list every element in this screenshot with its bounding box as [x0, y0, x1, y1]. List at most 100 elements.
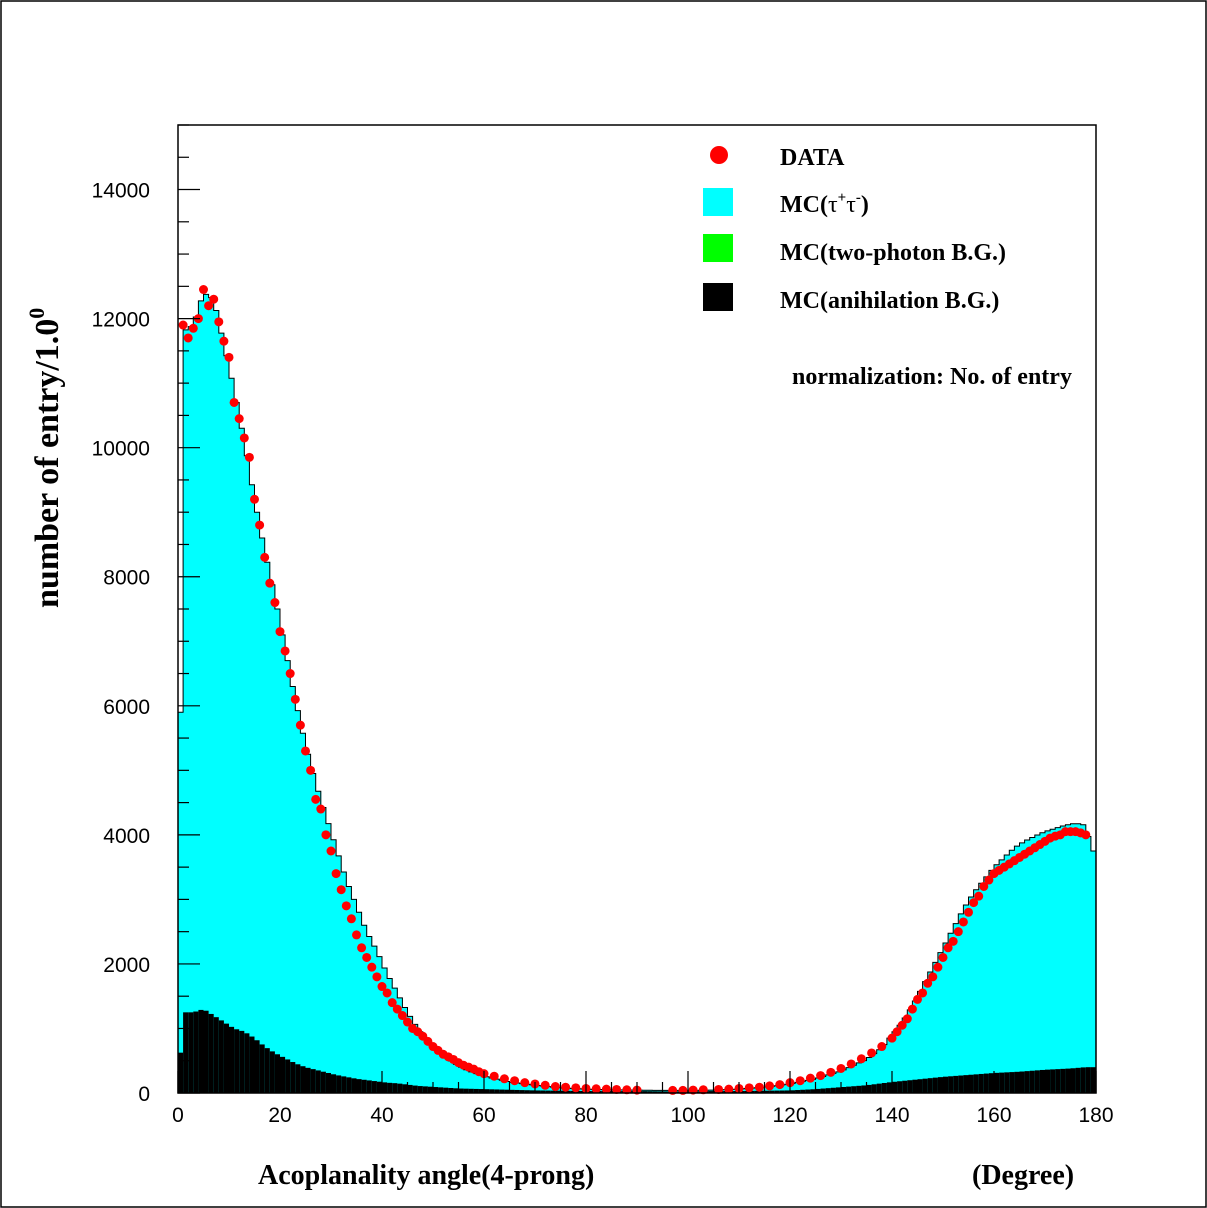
- mc-tautau-bar: [948, 933, 954, 1093]
- mc-annihilation-bar: [978, 1073, 985, 1093]
- mc-tautau-bar: [937, 952, 944, 1093]
- mc-annihilation-bar: [754, 1090, 760, 1093]
- legend-annihilation-label: MC(anihilation B.G.): [780, 288, 999, 314]
- mc-tautau-bar: [529, 1084, 536, 1093]
- mc-tautau-bar: [1065, 824, 1071, 1093]
- data-point: [892, 1027, 902, 1037]
- mc-annihilation-bar: [800, 1089, 806, 1093]
- mc-annihilation-bar: [912, 1079, 918, 1093]
- mc-annihilation-bar: [565, 1090, 572, 1093]
- mc-tautau-bar: [310, 773, 317, 1093]
- mc-annihilation-bar: [927, 1078, 934, 1093]
- mc-tautau-bar: [902, 1017, 908, 1093]
- legend-two-photon-marker: [703, 234, 733, 262]
- mc-annihilation-bar: [448, 1087, 454, 1093]
- data-point: [601, 1084, 611, 1094]
- mc-annihilation-bar: [963, 1075, 969, 1093]
- mc-annihilation-bar: [397, 1083, 403, 1093]
- mc-annihilation-bar: [392, 1083, 398, 1093]
- mc-annihilation-bar: [473, 1088, 480, 1093]
- mc-annihilation-bar: [325, 1072, 332, 1093]
- mc-annihilation-bar: [1060, 1068, 1066, 1093]
- mc-annihilation-bar: [320, 1071, 327, 1093]
- mc-tautau-bar: [810, 1079, 816, 1093]
- data-point: [306, 765, 316, 775]
- mc-tautau-bar: [315, 791, 322, 1093]
- mc-tautau-bar: [336, 855, 342, 1093]
- x-tick-label: 100: [670, 1104, 705, 1127]
- y-tick-label: 12000: [92, 309, 150, 332]
- mc-annihilation-bar: [1004, 1072, 1010, 1093]
- mc-tautau-bar: [433, 1048, 439, 1093]
- data-point: [199, 285, 208, 295]
- x-tick-label: 80: [574, 1104, 597, 1127]
- y-axis-title: number of entry/1.00: [24, 308, 66, 608]
- mc-annihilation-bar: [244, 1033, 250, 1093]
- data-point: [229, 397, 239, 407]
- mc-tautau-bar: [932, 962, 939, 1093]
- mc-tautau-bar: [1050, 829, 1056, 1093]
- mc-annihilation-bar: [902, 1080, 908, 1093]
- mc-tautau-bar: [254, 512, 260, 1093]
- mc-tautau-bar: [764, 1086, 770, 1093]
- mc-tautau-bar: [1024, 840, 1031, 1093]
- data-point: [887, 1033, 897, 1043]
- mc-tautau-bar: [1009, 850, 1015, 1093]
- mc-tautau-bar: [973, 889, 980, 1093]
- mc-annihilation-bar: [968, 1074, 974, 1093]
- mc-annihilation-bar: [830, 1087, 837, 1093]
- mc-tautau-bar: [800, 1081, 806, 1093]
- mc-annihilation-bar: [983, 1073, 990, 1093]
- mc-annihilation-bar: [774, 1090, 781, 1093]
- mc-tautau-bar: [555, 1087, 561, 1093]
- data-point: [204, 301, 214, 311]
- mc-annihilation-bar: [907, 1080, 913, 1093]
- x-tick-label: 40: [370, 1104, 393, 1127]
- mc-tautau-bar: [484, 1076, 490, 1093]
- mc-tautau-bar: [269, 584, 276, 1093]
- mc-tautau-bar: [285, 660, 291, 1093]
- mc-tautau-bar: [494, 1079, 500, 1093]
- mc-tautau-bar: [1090, 851, 1097, 1093]
- data-point: [979, 881, 989, 891]
- normalization-annotation: normalization: No. of entry: [792, 364, 1072, 390]
- mc-annihilation-bar: [239, 1030, 245, 1093]
- mc-tautau-bar: [1004, 855, 1010, 1093]
- mc-annihilation-bar: [790, 1090, 796, 1093]
- mc-tautau-bar: [438, 1053, 444, 1093]
- data-point: [244, 452, 254, 462]
- mc-tautau-bar: [871, 1053, 878, 1093]
- mc-tautau-bar: [963, 905, 969, 1093]
- data-point: [188, 323, 198, 333]
- mc-annihilation-bar: [810, 1089, 816, 1093]
- y-tick-label: 4000: [103, 825, 150, 848]
- mc-annihilation-bar: [784, 1090, 791, 1093]
- mc-annihilation-bar: [371, 1081, 378, 1093]
- mc-annihilation-bar: [535, 1090, 541, 1093]
- x-tick-label: 20: [268, 1104, 291, 1127]
- data-point: [499, 1074, 509, 1084]
- mc-tautau-bar: [371, 946, 378, 1093]
- data-point: [260, 552, 270, 562]
- data-point: [933, 962, 943, 972]
- axis-ticks: 0 2000 4000 6000 8000 10000 12000 14000 0 20 40 60 8…: [92, 124, 1114, 1127]
- mc-tautau-bar: [234, 402, 240, 1093]
- mc-annihilation-bar: [478, 1089, 485, 1093]
- mc-annihilation-bar: [856, 1085, 862, 1093]
- x-tick-label: 140: [874, 1104, 909, 1127]
- data-point: [387, 998, 397, 1008]
- mc-annihilation-bar: [886, 1082, 893, 1093]
- mc-annihilation-bar: [234, 1029, 240, 1093]
- mc-annihilation-bar: [560, 1090, 566, 1093]
- mc-tautau-bar: [300, 733, 306, 1093]
- data-point: [301, 746, 310, 756]
- mc-tautau-bar: [218, 333, 225, 1093]
- mc-annihilation-bar: [208, 1013, 215, 1093]
- mc-annihilation-bar: [407, 1084, 413, 1093]
- data-point: [290, 694, 300, 704]
- mc-tautau-bar: [927, 972, 934, 1093]
- mc-annihilation-bar: [1080, 1067, 1087, 1093]
- mc-tautau-bar: [407, 1016, 413, 1093]
- mc-tautau-bar: [519, 1083, 526, 1093]
- mc-tautau-bar: [1039, 832, 1046, 1093]
